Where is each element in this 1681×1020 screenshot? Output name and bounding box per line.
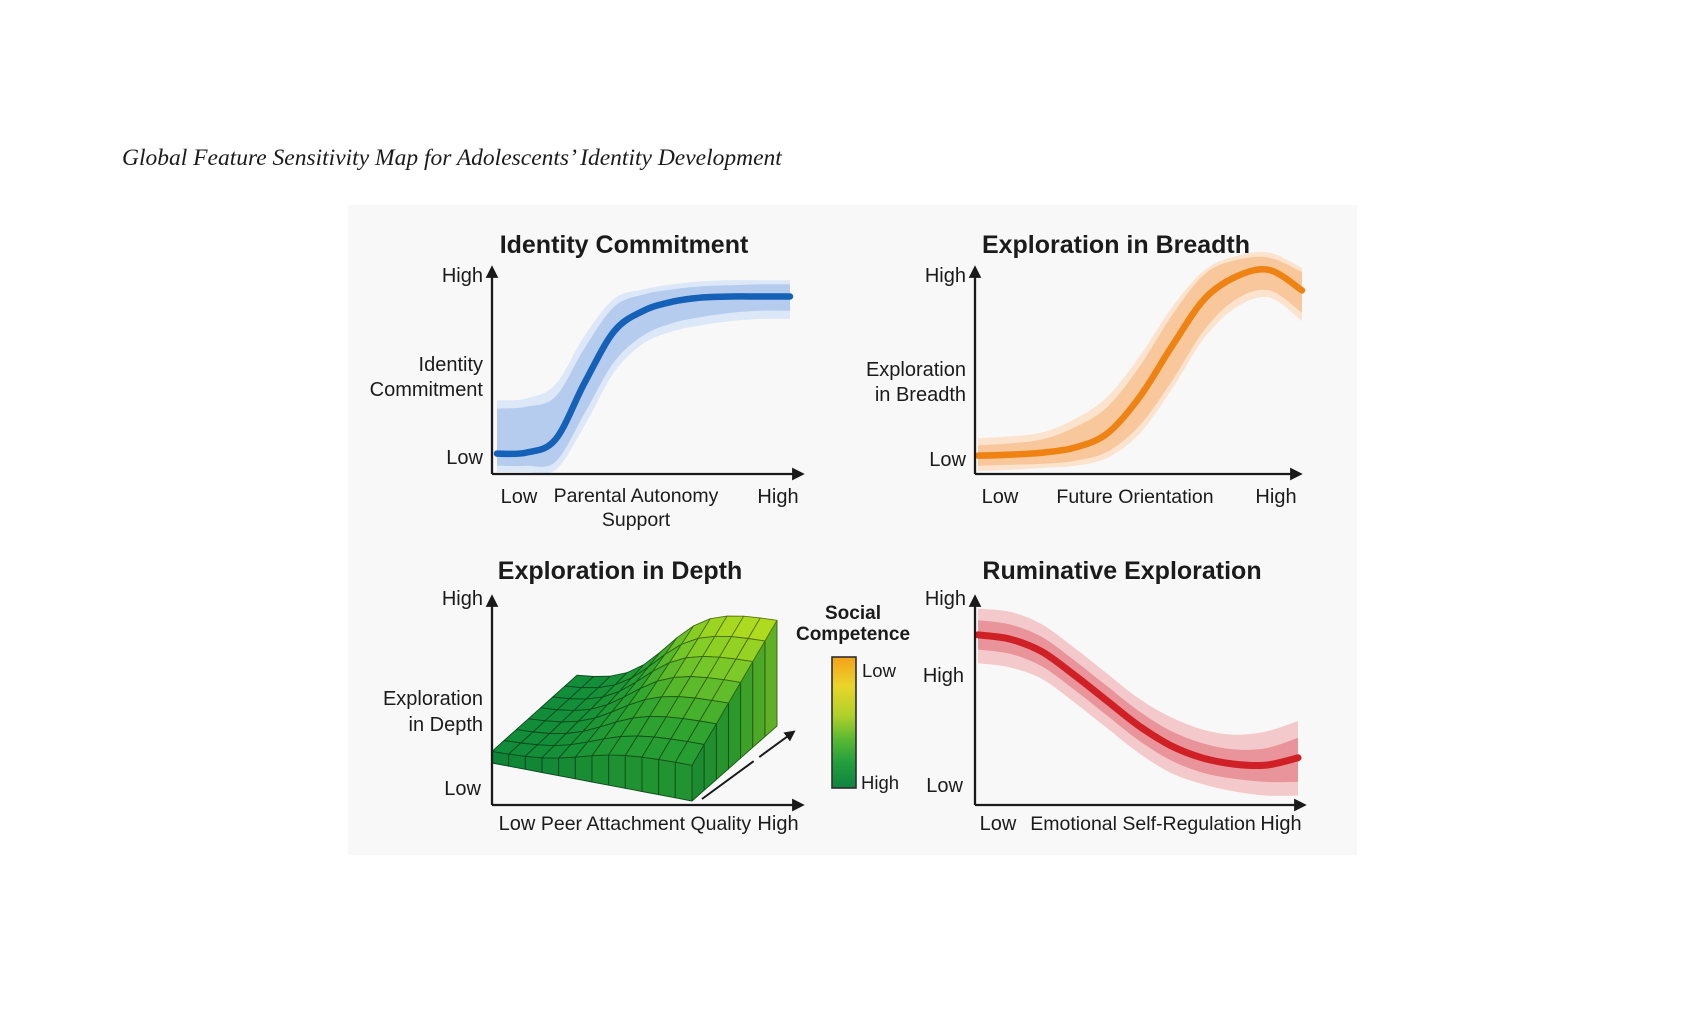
- ruminative-exploration-y-axis-label: High: [922, 665, 964, 687]
- legend-title: Social Competence: [795, 603, 911, 645]
- exploration_in_breadth-mean-curve: [974, 266, 1306, 459]
- ruminative-exploration-x-axis-label: Emotional Self-Regulation: [1030, 813, 1256, 835]
- exploration-in-depth-y-axis-label: Exploration in Depth: [382, 688, 483, 736]
- legend-gradient-bar: [831, 656, 857, 789]
- ruminative-exploration-x-high-label: High: [1260, 813, 1302, 835]
- exploration-in-depth-surface-mesh: [491, 615, 778, 802]
- ruminative-exploration-x-low-label: Low: [979, 813, 1017, 835]
- identity-commitment-title: Identity Commitment: [499, 231, 749, 259]
- exploration-in-depth-y-high-label: High: [441, 588, 483, 610]
- exploration-in-breadth-x-axis-label: Future Orientation: [1056, 486, 1214, 508]
- exploration-in-depth-y-low-label: Low: [444, 778, 481, 800]
- page-title: Global Feature Sensitivity Map for Adole…: [122, 145, 782, 171]
- legend-low-label: Low: [862, 660, 896, 681]
- identity-commitment-x-axis-label: Parental Autonomy Support: [553, 485, 719, 531]
- surface-front-wall-cell: [558, 756, 576, 780]
- identity-commitment-y-low-label: Low: [446, 447, 483, 469]
- surface-top-cell: [674, 741, 705, 766]
- identity_commitment-confidence-band-inner: [497, 284, 790, 467]
- axes: [485, 265, 1307, 812]
- surface-front-wall-cell: [608, 754, 626, 789]
- ruminative-exploration-y-high-label: High: [924, 588, 966, 610]
- exploration-in-breadth-y-axis-label: Exploration in Breadth: [865, 359, 966, 406]
- identity-commitment-y-high-label: High: [441, 265, 483, 287]
- exploration-in-breadth-y-low-label: Low: [929, 449, 966, 471]
- exploration-in-depth-title: Exploration in Depth: [497, 557, 743, 585]
- exploration-in-breadth-x-low-label: Low: [981, 486, 1019, 508]
- depth-axis-arrow: [701, 730, 796, 800]
- ruminative-exploration-plot: [974, 608, 1302, 796]
- ruminative_exploration-mean-curve: [974, 631, 1302, 770]
- exploration-in-breadth-title: Exploration in Breadth: [981, 231, 1251, 259]
- identity-commitment-x-low-label: Low: [500, 486, 538, 508]
- identity-commitment-plot: [493, 280, 794, 474]
- identity-commitment-y-axis-label: Identity Commitment: [369, 354, 483, 401]
- surface-front-wall-cell: [624, 754, 643, 792]
- identity_commitment-mean-curve: [493, 293, 794, 458]
- ruminative-exploration-title: Ruminative Exploration: [982, 557, 1262, 585]
- exploration_in_breadth-confidence-band-inner: [978, 256, 1302, 466]
- legend-high-label: High: [861, 772, 900, 793]
- exploration-in-depth-x-axis-label: Peer Attachment Quality: [540, 813, 752, 835]
- surface-front-wall-cell: [674, 761, 693, 802]
- exploration-in-depth-x-low-label: Low: [498, 813, 536, 835]
- surface-front-wall-cell: [524, 755, 543, 773]
- ruminative-exploration-y-low-label: Low: [926, 775, 963, 797]
- exploration-in-breadth-x-high-label: High: [1255, 486, 1297, 508]
- exploration-in-breadth-y-high-label: High: [924, 265, 966, 287]
- exploration-in-depth-x-high-label: High: [757, 813, 799, 835]
- identity-commitment-x-high-label: High: [757, 486, 799, 508]
- exploration-in-breadth-plot: [974, 251, 1306, 471]
- surface-front-wall-cell: [641, 756, 660, 796]
- surface-front-wall-cell: [658, 759, 676, 799]
- surface-front-wall-cell: [541, 757, 560, 777]
- surface-front-wall-cell: [591, 754, 610, 786]
- surface-front-wall-cell: [574, 755, 593, 783]
